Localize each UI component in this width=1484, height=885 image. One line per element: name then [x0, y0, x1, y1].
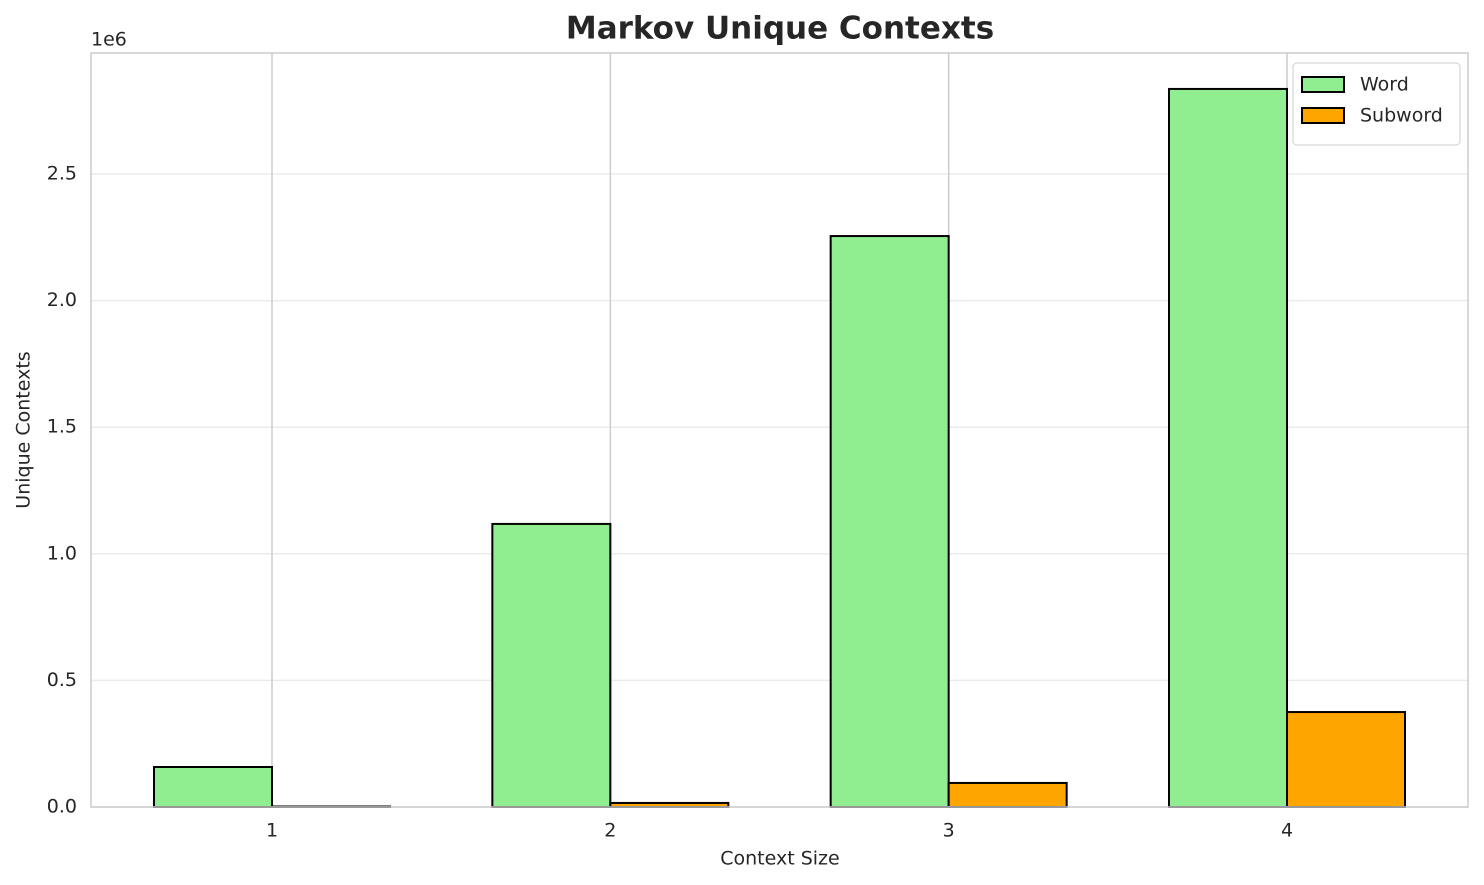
x-tick-label: 3: [943, 820, 955, 842]
bar: [153, 765, 273, 808]
x-tick-label: 4: [1281, 820, 1293, 842]
bar: [947, 781, 1068, 809]
legend-label: Subword: [1360, 105, 1443, 127]
bar: [1286, 711, 1406, 808]
y-tick-label: 1.5: [47, 416, 77, 438]
y-tick-label: 0.5: [47, 669, 77, 691]
x-axis-label: Context Size: [720, 848, 839, 870]
y-offset-label: 1e6: [91, 29, 127, 51]
legend: Word Subword: [1292, 62, 1461, 146]
y-tick-label: 2.5: [47, 163, 77, 185]
x-tick-label: 2: [604, 820, 616, 842]
bar: [1168, 87, 1288, 808]
x-tick-label: 1: [266, 820, 278, 842]
bar: [829, 235, 950, 809]
legend-swatch: [1301, 107, 1345, 124]
plot-frame: [90, 52, 1469, 808]
legend-label: Word: [1360, 74, 1409, 96]
y-tick-label: 0.0: [47, 796, 77, 818]
legend-swatch: [1301, 76, 1345, 93]
y-axis-label: Unique Contexts: [13, 351, 35, 508]
chart-title: Markov Unique Contexts: [566, 11, 994, 47]
bar: [491, 522, 612, 809]
y-tick-label: 1.0: [47, 542, 77, 564]
y-tick-label: 2.0: [47, 289, 77, 311]
